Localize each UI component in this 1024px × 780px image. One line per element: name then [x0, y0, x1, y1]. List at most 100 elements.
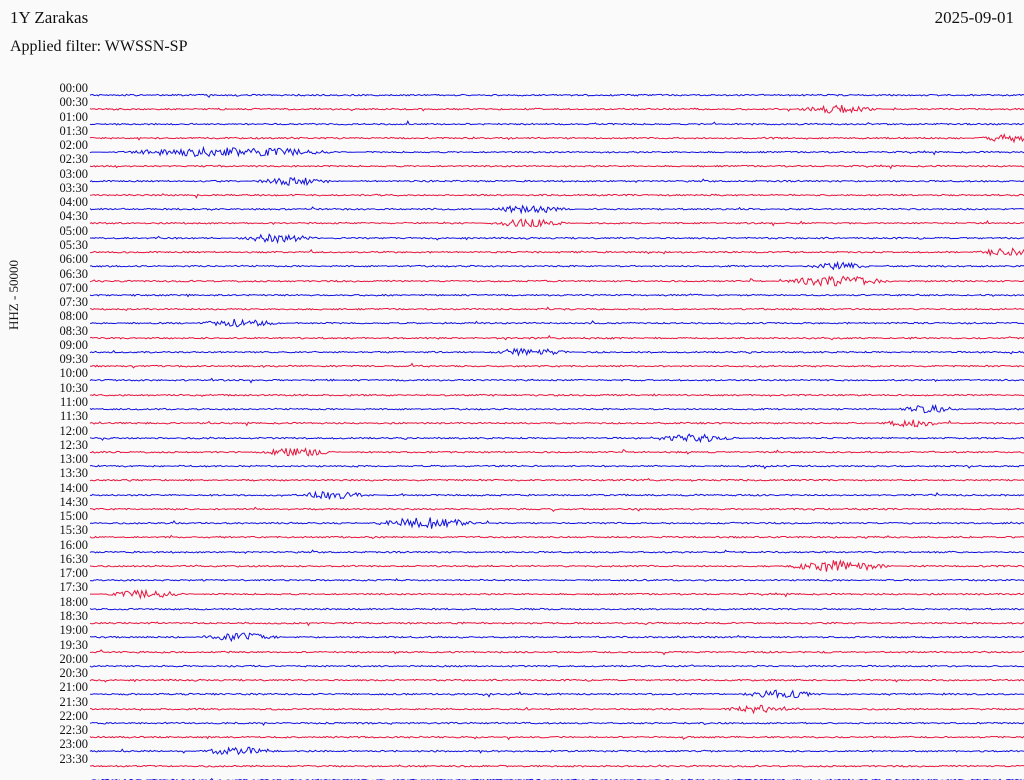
time-label-18-30: 18:30: [20, 610, 88, 623]
trace-row-21:30: [90, 702, 1024, 716]
time-label-01-00: 01:00: [20, 111, 88, 124]
trace-row-21:00: [90, 687, 1024, 701]
trace-row-19:00: [90, 630, 1024, 644]
seismogram-plot-area[interactable]: [90, 88, 1024, 773]
trace-row-11:30: [90, 416, 1024, 430]
trace-row-22:30: [90, 730, 1024, 744]
time-label-12-30: 12:30: [20, 439, 88, 452]
time-label-20-00: 20:00: [20, 653, 88, 666]
time-label-23-00: 23:00: [20, 738, 88, 751]
trace-row-03:00: [90, 174, 1024, 188]
time-label-12-00: 12:00: [20, 425, 88, 438]
time-label-19-30: 19:30: [20, 639, 88, 652]
time-label-11-00: 11:00: [20, 396, 88, 409]
date-title: 2025-09-01: [935, 8, 1014, 28]
time-label-14-00: 14:00: [20, 482, 88, 495]
time-label-06-30: 06:30: [20, 268, 88, 281]
time-label-17-00: 17:00: [20, 567, 88, 580]
trace-row-14:30: [90, 502, 1024, 516]
trace-row-20:00: [90, 659, 1024, 673]
time-label-02-00: 02:00: [20, 139, 88, 152]
time-label-08-30: 08:30: [20, 325, 88, 338]
trace-row-11:00: [90, 402, 1024, 416]
trace-row-16:00: [90, 545, 1024, 559]
time-label-18-00: 18:00: [20, 596, 88, 609]
time-label-15-00: 15:00: [20, 510, 88, 523]
trace-row-16:30: [90, 559, 1024, 573]
time-label-13-00: 13:00: [20, 453, 88, 466]
time-label-03-30: 03:30: [20, 182, 88, 195]
trace-row-19:30: [90, 645, 1024, 659]
time-label-10-30: 10:30: [20, 382, 88, 395]
time-axis-labels: 00:00 00:30 01:00 01:30 02:00 02:30 03:00 03:30…: [20, 88, 88, 773]
trace-row-08:00: [90, 316, 1024, 330]
time-label-23-30: 23:30: [20, 753, 88, 766]
trace-row-01:30: [90, 131, 1024, 145]
trace-row-17:30: [90, 587, 1024, 601]
trace-row-03:30: [90, 188, 1024, 202]
trace-row-10:30: [90, 388, 1024, 402]
time-label-10-00: 10:00: [20, 367, 88, 380]
trace-row-15:00: [90, 516, 1024, 530]
trace-row-00:00: [90, 88, 1024, 102]
time-label-11-30: 11:30: [20, 410, 88, 423]
time-label-03-00: 03:00: [20, 168, 88, 181]
time-label-17-30: 17:30: [20, 581, 88, 594]
trace-row-04:30: [90, 216, 1024, 230]
trace-row-12:30: [90, 445, 1024, 459]
time-label-00-00: 00:00: [20, 82, 88, 95]
trace-row-13:30: [90, 473, 1024, 487]
time-label-22-00: 22:00: [20, 710, 88, 723]
trace-row-01:00: [90, 117, 1024, 131]
trace-row-06:00: [90, 259, 1024, 273]
time-label-07-00: 07:00: [20, 282, 88, 295]
trace-row-02:30: [90, 159, 1024, 173]
time-label-02-30: 02:30: [20, 153, 88, 166]
time-label-16-00: 16:00: [20, 539, 88, 552]
time-label-05-30: 05:30: [20, 239, 88, 252]
time-label-22-30: 22:30: [20, 724, 88, 737]
trace-row-18:00: [90, 602, 1024, 616]
trace-row-00:30: [90, 102, 1024, 116]
time-label-04-30: 04:30: [20, 210, 88, 223]
trace-row-09:00: [90, 345, 1024, 359]
time-label-09-30: 09:30: [20, 353, 88, 366]
time-label-21-00: 21:00: [20, 681, 88, 694]
time-label-04-00: 04:00: [20, 196, 88, 209]
seismograph-page: 1Y Zarakas 2025-09-01 Applied filter: WW…: [0, 0, 1024, 780]
filter-label: Applied filter: WWSSN-SP: [10, 38, 187, 56]
time-label-01-30: 01:30: [20, 125, 88, 138]
trace-row-23:00: [90, 744, 1024, 758]
trace-row-08:30: [90, 331, 1024, 345]
trace-row-undefined: [90, 773, 1024, 780]
trace-row-23:30: [90, 759, 1024, 773]
trace-row-05:00: [90, 231, 1024, 245]
trace-row-04:00: [90, 202, 1024, 216]
time-label-20-30: 20:30: [20, 667, 88, 680]
time-label-09-00: 09:00: [20, 339, 88, 352]
time-label-14-30: 14:30: [20, 496, 88, 509]
trace-row-13:00: [90, 459, 1024, 473]
trace-row-17:00: [90, 573, 1024, 587]
trace-row-07:30: [90, 302, 1024, 316]
trace-row-09:30: [90, 359, 1024, 373]
time-label-08-00: 08:00: [20, 310, 88, 323]
time-label-13-30: 13:30: [20, 467, 88, 480]
time-label-06-00: 06:00: [20, 253, 88, 266]
station-title: 1Y Zarakas: [10, 8, 88, 28]
trace-row-22:00: [90, 716, 1024, 730]
time-label-00-30: 00:30: [20, 96, 88, 109]
trace-row-14:00: [90, 488, 1024, 502]
time-label-07-30: 07:30: [20, 296, 88, 309]
trace-row-20:30: [90, 673, 1024, 687]
trace-row-15:30: [90, 530, 1024, 544]
trace-row-10:00: [90, 373, 1024, 387]
time-label-21-30: 21:30: [20, 696, 88, 709]
trace-row-05:30: [90, 245, 1024, 259]
trace-row-18:30: [90, 616, 1024, 630]
time-label-05-00: 05:00: [20, 225, 88, 238]
time-label-15-30: 15:30: [20, 524, 88, 537]
trace-row-02:00: [90, 145, 1024, 159]
time-label-19-00: 19:00: [20, 624, 88, 637]
time-label-16-30: 16:30: [20, 553, 88, 566]
